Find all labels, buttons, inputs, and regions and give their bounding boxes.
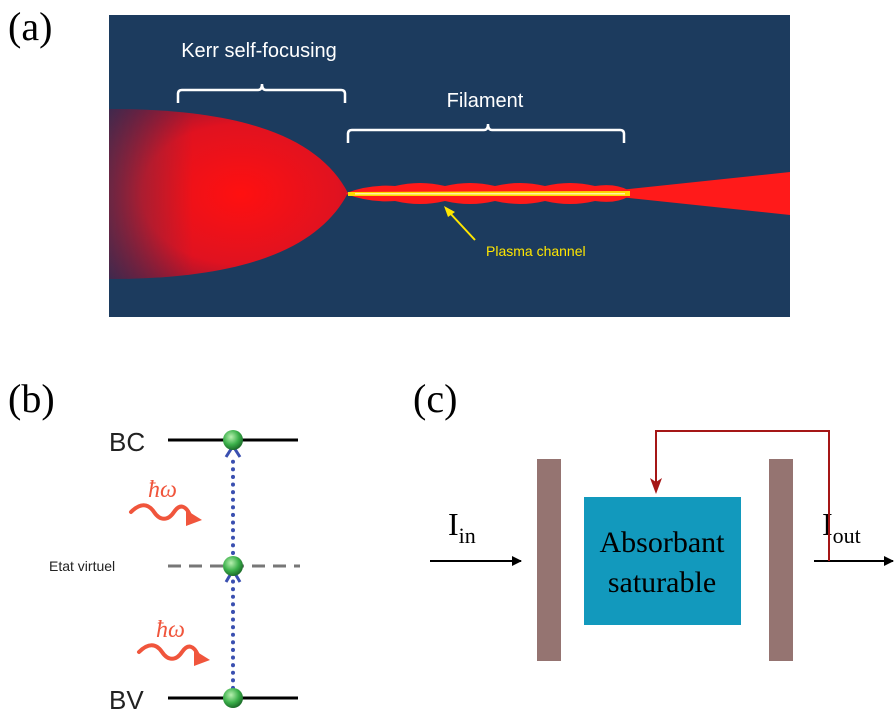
output-intensity-subscript: out [833, 523, 861, 548]
diverging-beam [620, 172, 790, 215]
panel-c: (c) Absorbant saturable Iin Iout [413, 376, 894, 661]
feedback-loop [655, 430, 830, 561]
plasma-label: Plasma channel [486, 243, 586, 259]
plasma-core [355, 193, 625, 195]
plasma-pointer-line [448, 211, 476, 241]
feedback-arrow-head [650, 478, 662, 494]
input-mirror [537, 459, 561, 661]
electron-virtual [223, 556, 243, 576]
output-intensity-label: Iout [822, 506, 861, 548]
valence-band-label: BV [109, 685, 144, 715]
panel-a: (a) Kerr self-focusing Filament Plasma c… [8, 4, 790, 317]
absorber-text-line2: saturable [608, 566, 716, 599]
conduction-band-label: BC [109, 427, 145, 457]
filament-bracket [346, 123, 626, 143]
photon-upper-label: ħω [148, 477, 177, 503]
kerr-beam-fade [109, 109, 348, 279]
absorber-text-line1: Absorbant [600, 526, 726, 559]
electron-valence [223, 688, 243, 708]
plasma-pointer-head [444, 206, 455, 217]
output-mirror [769, 459, 793, 661]
panel-a-label: (a) [8, 4, 52, 49]
photon-upper-wave [129, 503, 192, 521]
filament-label: Filament [447, 90, 524, 112]
photon-lower-wave [137, 643, 200, 661]
photon-upper-head [186, 510, 202, 526]
input-intensity-subscript: in [459, 523, 476, 548]
panel-c-label: (c) [413, 376, 457, 421]
kerr-bracket [176, 83, 347, 103]
panel-b-label: (b) [8, 376, 55, 421]
panel-b: (b) BC Etat virtuel BV ħω ħω [8, 376, 300, 715]
saturable-absorber [584, 497, 741, 625]
virtual-level-label: Etat virtuel [49, 558, 115, 574]
photon-lower-head [194, 650, 210, 666]
kerr-label: Kerr self-focusing [181, 40, 337, 62]
input-intensity-label: Iin [448, 506, 476, 548]
electron-conduction [223, 430, 243, 450]
photon-lower-label: ħω [156, 617, 185, 643]
